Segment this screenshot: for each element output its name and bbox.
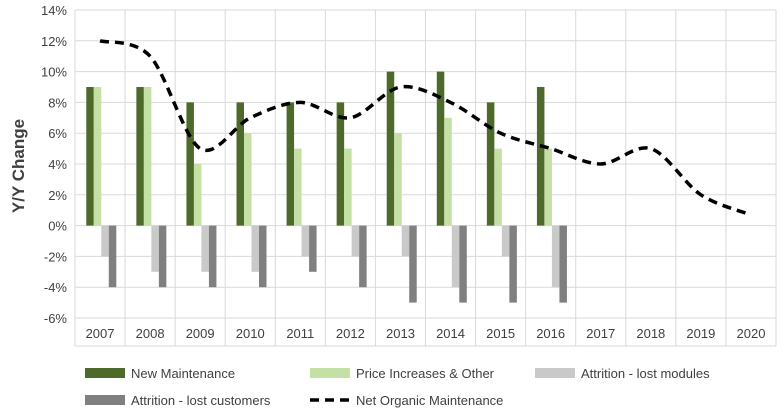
legend-label: Attrition - lost modules [581,366,710,381]
y-tick-label: 14% [41,3,67,18]
bar-price-increases-other [193,164,202,226]
bar-price-increases-other [394,133,402,226]
legend-item: New Maintenance [85,366,235,381]
bar-price-increases-other [93,87,102,226]
bar-price-increases-other [494,148,502,226]
y-tick-label: 10% [41,65,67,80]
y-tick-label: 6% [48,126,67,141]
x-tick-label: 2007 [86,326,115,341]
x-tick-label: 2018 [636,326,665,341]
x-tick-label: 2016 [536,326,565,341]
legend-item: Price Increases & Other [310,366,495,381]
bar-new-maintenance [286,102,295,226]
y-tick-label: -2% [44,249,68,264]
axes: -6% -4% -2% 0% 2% 4% 6% 8% 10% 12% 14% 2007 2008 2009… [41,3,765,341]
bar-new-maintenance [86,87,94,226]
bar-new-maintenance [186,102,194,226]
bar-attrition-lost-customers [108,225,117,288]
x-tick-label: 2020 [737,326,766,341]
x-tick-label: 2010 [236,326,265,341]
bar-price-increases-other [244,133,252,226]
x-tick-label: 2017 [586,326,615,341]
net-organic-line [99,39,752,217]
x-tick-label: 2009 [186,326,215,341]
legend-item: Net Organic Maintenance [310,393,503,408]
bar-attrition-lost-customers [208,225,217,288]
legend-swatch [85,395,125,405]
bar-price-increases-other [544,148,552,226]
bar-attrition-lost-modules [101,225,109,257]
x-tick-label: 2019 [686,326,715,341]
y-axis-label: Y/Y Change [9,119,28,213]
legend-swatch [535,368,575,378]
legend-item: Attrition - lost customers [85,393,271,408]
bar-attrition-lost-modules [351,225,360,257]
legend-item: Attrition - lost modules [535,366,710,381]
bar-attrition-lost-modules [451,225,460,288]
bar-price-increases-other [294,148,302,226]
legend-swatch [310,368,350,378]
bar-price-increases-other [444,117,452,226]
bar-price-increases-other [344,148,352,226]
legend-swatch [85,368,125,378]
bar-price-increases-other [143,87,152,226]
legend-label: Net Organic Maintenance [356,393,503,408]
bar-attrition-lost-customers [259,225,267,288]
line-net-organic-maintenance [99,39,752,217]
x-tick-label: 2012 [336,326,365,341]
bar-attrition-lost-customers [409,225,417,303]
bar-attrition-lost-customers [158,225,167,288]
bar-attrition-lost-modules [401,225,410,257]
bar-attrition-lost-modules [251,225,259,272]
bar-new-maintenance [436,71,445,226]
bar-attrition-lost-modules [551,225,560,288]
bar-attrition-lost-customers [359,225,367,288]
bar-new-maintenance [536,87,545,226]
y-tick-label: 0% [48,219,67,234]
bar-attrition-lost-modules [151,225,159,272]
y-tick-label: 4% [48,157,67,172]
bar-attrition-lost-modules [301,225,310,257]
bars [86,71,567,303]
bar-new-maintenance [386,71,395,226]
bar-attrition-lost-customers [509,225,517,303]
bar-attrition-lost-modules [501,225,510,257]
x-tick-label: 2014 [436,326,465,341]
bar-attrition-lost-customers [309,225,317,272]
legend-label: Attrition - lost customers [131,393,271,408]
y-tick-label: -6% [44,311,68,326]
x-tick-label: 2013 [386,326,415,341]
y-tick-label: -4% [44,280,68,295]
legend-label: Price Increases & Other [356,366,495,381]
bar-new-maintenance [486,102,495,226]
legend-label: New Maintenance [131,366,235,381]
bar-attrition-lost-customers [459,225,467,303]
x-tick-label: 2011 [286,326,314,341]
legend: New Maintenance Price Increases & Other At… [85,366,710,408]
y-tick-label: 2% [48,188,67,203]
bar-attrition-lost-customers [559,225,567,303]
bar-attrition-lost-modules [201,225,209,272]
y-tick-label: 8% [48,95,67,110]
y-tick-label: 12% [41,34,67,49]
bar-new-maintenance [136,87,144,226]
x-tick-label: 2015 [486,326,515,341]
bar-new-maintenance [336,102,345,226]
x-tick-label: 2008 [136,326,165,341]
gridlines [74,9,777,347]
bar-new-maintenance [236,102,244,226]
